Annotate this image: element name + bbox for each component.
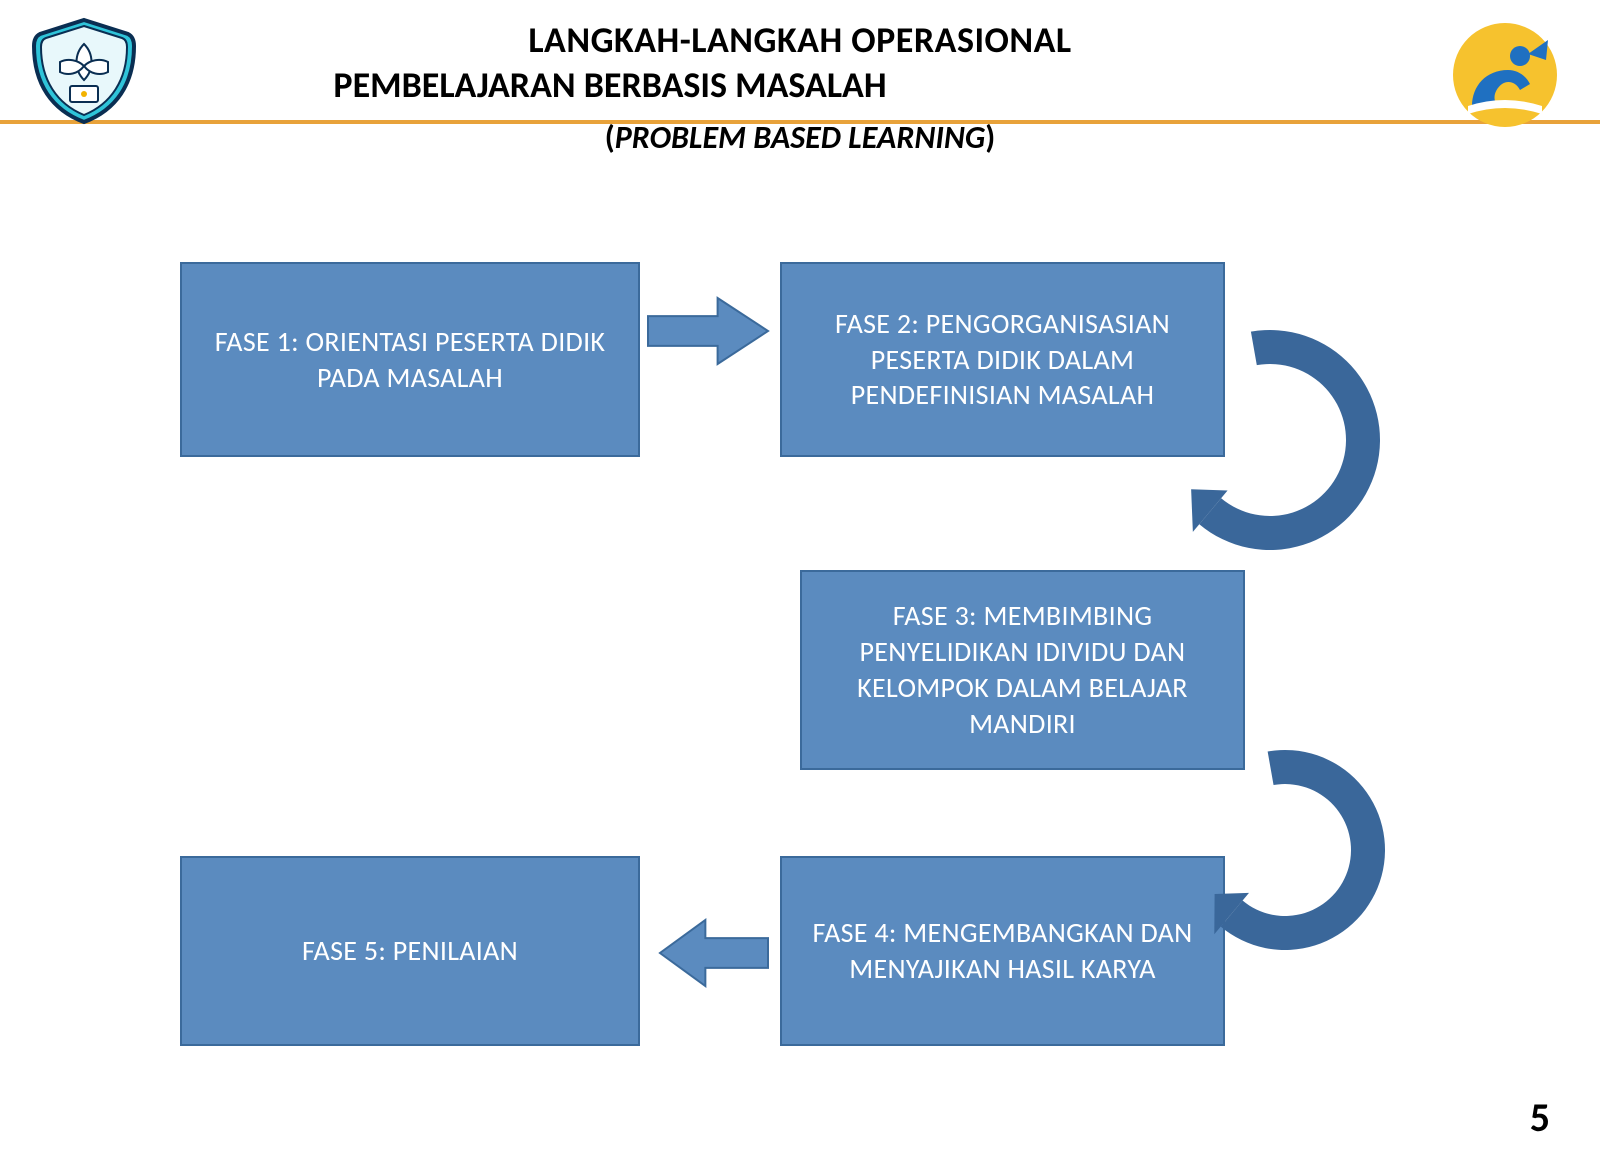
arrow-1-right-icon bbox=[648, 298, 768, 364]
flowchart: FASE 1: ORIENTASI PESERTA DIDIK PADA MAS… bbox=[0, 0, 1600, 1164]
arrow-2-curve-down-icon bbox=[1120, 290, 1420, 590]
flow-node-5: FASE 5: PENILAIAN bbox=[180, 856, 640, 1046]
flow-node-1: FASE 1: ORIENTASI PESERTA DIDIK PADA MAS… bbox=[180, 262, 640, 457]
arrow-3-curve-down-icon bbox=[1145, 710, 1425, 990]
page-number: 5 bbox=[1530, 1093, 1550, 1142]
arrow-4-left-icon bbox=[660, 920, 768, 986]
